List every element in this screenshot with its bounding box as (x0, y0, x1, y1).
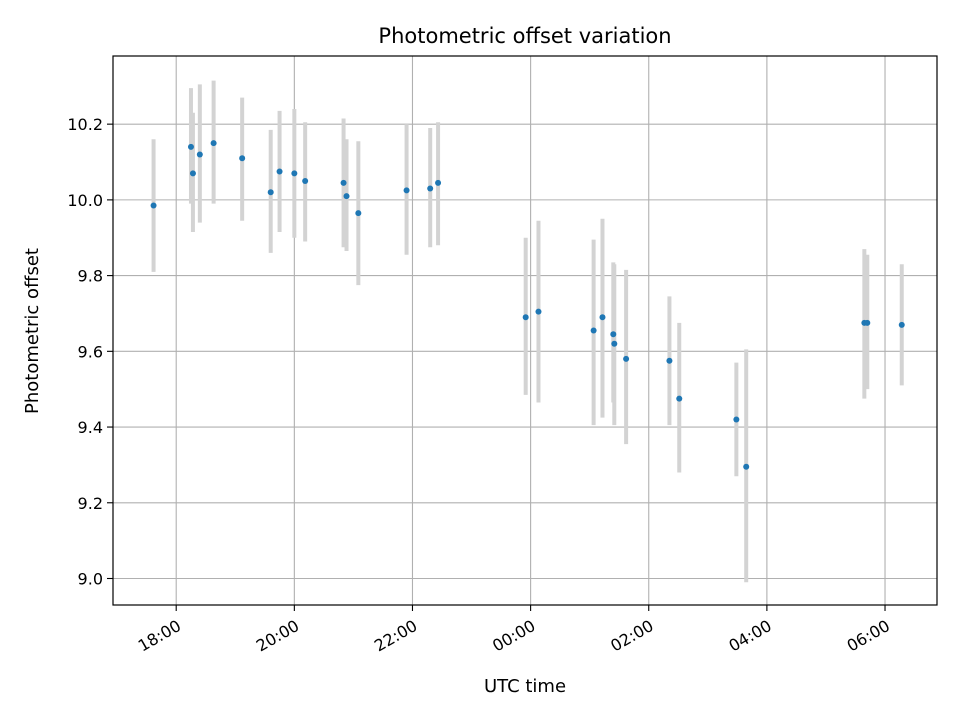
data-point (291, 170, 298, 177)
data-point (210, 140, 217, 147)
plot-area-frame (112, 55, 938, 606)
data-points (150, 140, 905, 470)
data-point (189, 170, 196, 177)
data-point (743, 463, 750, 470)
y-tick-label: 10.2 (67, 115, 103, 134)
data-point (239, 155, 246, 162)
data-point (427, 185, 434, 192)
data-point (623, 355, 630, 362)
y-tick-label: 9.4 (78, 418, 103, 437)
data-point (340, 179, 347, 186)
data-point (590, 327, 597, 334)
y-axis-title: Photometric offset (22, 248, 43, 414)
data-point (535, 308, 542, 315)
y-tick-label: 9.0 (78, 569, 103, 588)
data-point (666, 357, 673, 364)
data-point (676, 395, 683, 402)
data-point (611, 340, 618, 347)
x-axis-title: UTC time (484, 676, 566, 697)
data-point (403, 187, 410, 194)
chart-title: Photometric offset variation (378, 24, 671, 48)
y-tick-label: 9.6 (78, 342, 103, 361)
data-point (302, 177, 309, 184)
y-tick-label: 10.0 (67, 191, 103, 210)
data-point (435, 179, 442, 186)
data-point (522, 314, 529, 321)
y-tick-label: 9.8 (78, 267, 103, 286)
data-point (150, 202, 157, 209)
data-point (610, 331, 617, 338)
data-point (599, 314, 606, 321)
y-tick-label: 9.2 (78, 494, 103, 513)
y-axis: 9.0 9.2 9.4 9.6 9.8 10.0 10.2 (67, 115, 113, 588)
grid (113, 56, 937, 605)
data-point (733, 416, 740, 423)
data-point (343, 193, 350, 200)
data-point (267, 189, 274, 196)
data-point (187, 143, 194, 150)
data-point (898, 321, 905, 328)
data-point (196, 151, 203, 158)
data-point (864, 319, 871, 326)
data-point (355, 210, 362, 217)
data-point (276, 168, 283, 175)
